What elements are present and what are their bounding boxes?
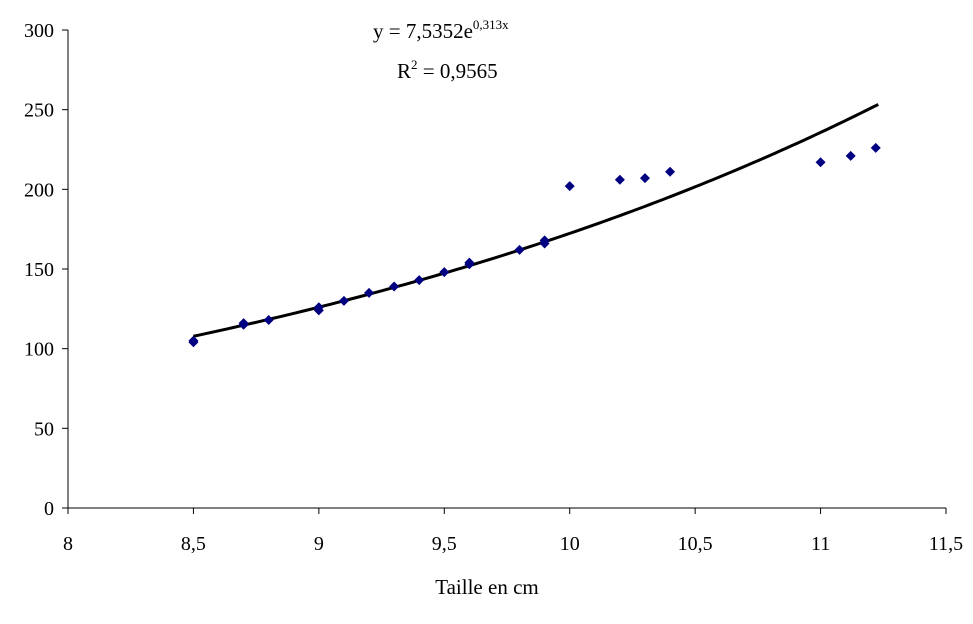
data-point [389, 281, 400, 292]
y-tick-label: 250 [24, 100, 54, 122]
y-tick-label: 200 [24, 179, 54, 201]
data-point [364, 287, 375, 298]
y-tick-label: 50 [34, 418, 54, 440]
x-tick-label: 10,5 [678, 533, 713, 555]
data-point [414, 275, 425, 286]
data-point [514, 244, 525, 255]
axes [67, 30, 946, 509]
y-tick-label: 100 [24, 339, 54, 361]
data-point [439, 267, 450, 278]
data-point [815, 157, 826, 168]
x-tick-label: 10 [560, 533, 580, 555]
data-point [188, 335, 199, 346]
r-squared-label: R2 = 0,9565 [397, 57, 498, 83]
y-ticks: 0 50 100 150 200 250 300 [24, 20, 68, 520]
y-tick-label: 0 [44, 498, 54, 520]
x-tick-label: 9,5 [432, 533, 457, 555]
data-point [313, 302, 324, 313]
x-tick-label: 9 [314, 533, 324, 555]
x-ticks: 8 8,5 9 9,5 10 10,5 11 11,5 [63, 508, 963, 555]
data-point [338, 295, 349, 306]
data-point [263, 314, 274, 325]
x-axis-title: Taille en cm [435, 575, 538, 599]
x-tick-label: 8 [63, 533, 73, 555]
y-tick-label: 300 [24, 20, 54, 42]
data-points [188, 142, 881, 348]
data-point [564, 181, 575, 192]
y-tick-label: 150 [24, 259, 54, 281]
data-point [845, 150, 856, 161]
data-point [614, 174, 625, 185]
x-tick-label: 11 [811, 533, 830, 555]
data-point [238, 318, 249, 329]
data-point [464, 257, 475, 268]
trendline-equation: y = 7,5352e0,313x [373, 17, 509, 43]
trendline [193, 103, 879, 338]
data-point [665, 166, 676, 177]
data-point [639, 173, 650, 184]
x-tick-label: 8,5 [181, 533, 206, 555]
data-point [539, 235, 550, 246]
x-tick-label: 11,5 [929, 533, 963, 555]
data-point [870, 142, 881, 153]
